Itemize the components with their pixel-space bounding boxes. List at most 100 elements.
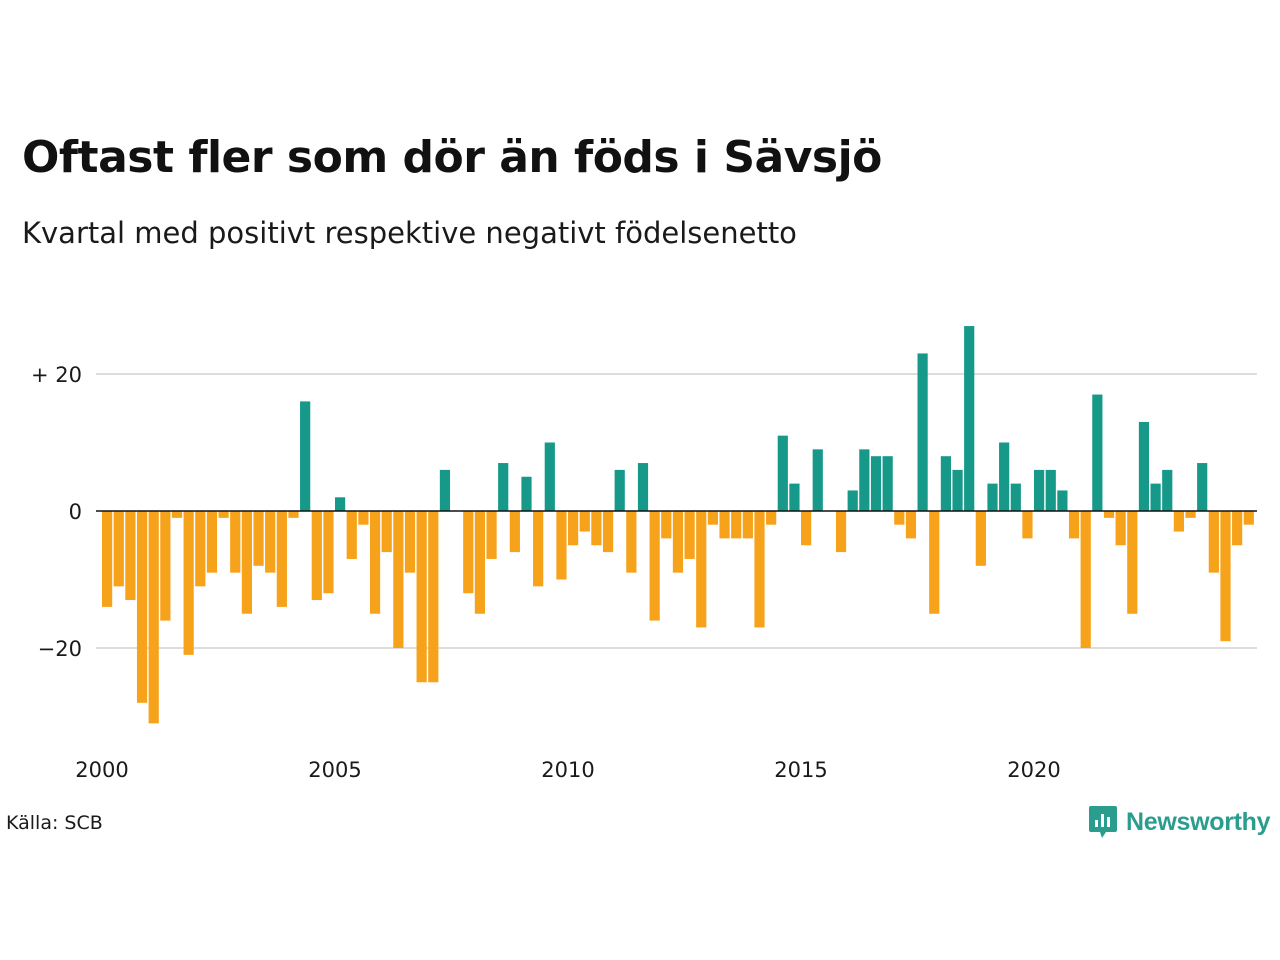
bar-negative — [1173, 511, 1184, 532]
bar-negative — [311, 511, 322, 601]
bar-negative — [975, 511, 986, 566]
x-tick-label: 2005 — [308, 758, 361, 782]
bar-negative — [626, 511, 637, 573]
bar-negative — [486, 511, 497, 559]
bar-negative — [672, 511, 684, 573]
bar-positive — [1150, 483, 1161, 511]
bar-negative — [1022, 511, 1033, 539]
bar-negative — [463, 511, 474, 594]
bar-positive — [859, 449, 870, 511]
x-tick-label: 2015 — [774, 758, 827, 782]
bar-negative — [905, 511, 917, 539]
grid-lines — [96, 373, 1257, 649]
bar-positive — [614, 469, 625, 511]
y-tick-label: −20 — [38, 637, 82, 661]
bar-negative — [393, 511, 404, 648]
bar-positive — [987, 483, 998, 511]
bar-positive — [789, 483, 800, 511]
bar-negative — [556, 511, 567, 580]
bar-negative — [346, 511, 357, 559]
bar-positive — [882, 456, 893, 511]
bar-positive — [999, 442, 1010, 511]
bar-negative — [381, 511, 392, 553]
bar-negative — [206, 511, 218, 573]
bar-negative — [1103, 511, 1115, 518]
bar-negative — [136, 511, 148, 703]
bar-negative — [474, 511, 485, 614]
bar-negative — [148, 511, 159, 724]
bar-positive — [847, 490, 858, 511]
bar-negative — [171, 511, 183, 518]
bar-negative — [1080, 511, 1091, 648]
newsworthy-logo[interactable]: Newsworthy — [1088, 804, 1271, 840]
chart-title: Oftast fler som dör än föds i Sävsjö — [22, 132, 882, 183]
bar-positive — [439, 469, 451, 511]
bar-positive — [1010, 483, 1021, 511]
x-tick-label: 2000 — [75, 758, 128, 782]
bar-negative — [801, 511, 812, 546]
bar-negative — [160, 511, 171, 621]
bar-negative — [358, 511, 369, 525]
bar-positive — [544, 442, 555, 511]
bar-positive — [812, 449, 823, 511]
y-tick-label: 0 — [69, 500, 82, 524]
bar-positive — [1057, 490, 1068, 511]
bar-positive — [300, 401, 311, 511]
bar-negative — [253, 511, 264, 566]
bar-negative — [568, 511, 579, 546]
bar-negative — [591, 511, 602, 546]
x-tick-label: 2020 — [1007, 758, 1060, 782]
bar-negative — [1232, 511, 1243, 546]
bar-negative — [754, 511, 765, 628]
bar-positive — [1197, 463, 1208, 511]
bar-negative — [102, 511, 113, 607]
bar-negative — [533, 511, 544, 587]
bar-negative — [218, 511, 229, 518]
bar-negative — [1127, 511, 1138, 614]
bar-negative — [230, 511, 241, 573]
bar-negative — [766, 511, 777, 525]
bar-positive — [777, 435, 788, 511]
bar-negative — [509, 511, 520, 553]
bar-positive — [952, 469, 963, 511]
bar-negative — [684, 511, 695, 559]
bar-positive — [964, 326, 975, 511]
bar-positive — [917, 353, 928, 511]
bar-positive — [870, 456, 882, 511]
bar-negative — [125, 511, 136, 601]
bar-negative — [276, 511, 287, 607]
bar-negative — [183, 511, 194, 655]
chart-subtitle: Kvartal med positivt respektive negativt… — [22, 216, 797, 250]
bar-positive — [521, 476, 532, 511]
bar-negative — [929, 511, 940, 614]
bar-negative — [719, 511, 730, 539]
bar-negative — [113, 511, 124, 587]
bar-positive — [1045, 469, 1056, 511]
bar-negative — [323, 511, 334, 594]
bar-negative — [894, 511, 905, 525]
bar-chart: + 20 0 −20 2000 2005 2010 2015 2020 — [31, 326, 1257, 782]
bar-positive — [1034, 469, 1045, 511]
bar-negative — [241, 511, 252, 614]
bar-negative — [1208, 511, 1219, 573]
bar-positive — [1162, 469, 1173, 511]
bar-negative — [742, 511, 753, 539]
bars — [102, 326, 1254, 724]
bar-positive — [637, 463, 649, 511]
bar-negative — [265, 511, 276, 573]
bar-positive — [940, 456, 951, 511]
bar-positive — [498, 463, 509, 511]
bar-negative — [288, 511, 299, 518]
bar-negative — [416, 511, 427, 683]
bar-negative — [579, 511, 590, 532]
bar-negative — [731, 511, 742, 539]
source-note: Källa: SCB — [6, 812, 103, 834]
bar-negative — [195, 511, 206, 587]
bar-negative — [1220, 511, 1231, 642]
bar-negative — [696, 511, 707, 628]
bar-negative — [428, 511, 439, 683]
bar-negative — [707, 511, 718, 525]
bar-negative — [1243, 511, 1254, 525]
bar-positive — [335, 497, 346, 511]
newsworthy-logo-icon — [1089, 806, 1117, 838]
